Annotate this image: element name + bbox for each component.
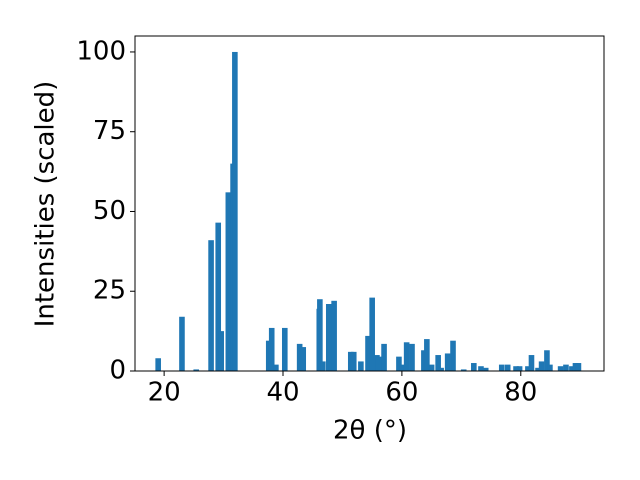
x-tick-label: 80 — [504, 378, 537, 408]
bar — [375, 356, 382, 371]
bar — [347, 351, 354, 371]
bar — [504, 364, 511, 371]
bar — [369, 297, 375, 371]
bar — [381, 343, 387, 371]
bar — [513, 366, 519, 371]
x-tick-label: 60 — [385, 378, 418, 408]
bar — [535, 367, 541, 371]
bar — [528, 355, 535, 371]
bar — [358, 361, 364, 371]
bar — [438, 367, 444, 371]
bar — [232, 51, 238, 371]
bar — [193, 369, 200, 371]
bar — [208, 240, 214, 371]
bar — [331, 300, 337, 371]
bar — [572, 363, 579, 371]
plot-frame — [134, 35, 605, 372]
bar — [325, 304, 332, 371]
bar — [350, 351, 357, 371]
y-tick-label: 75 — [93, 116, 126, 146]
bar — [179, 316, 185, 371]
bar — [273, 364, 279, 371]
bar — [538, 361, 545, 371]
bar — [516, 366, 523, 371]
bar — [428, 364, 435, 371]
bar — [478, 366, 484, 371]
bar — [547, 364, 553, 371]
bar — [265, 340, 272, 371]
x-tick-label: 40 — [266, 378, 299, 408]
bar — [435, 355, 441, 371]
bar — [409, 343, 415, 371]
bar — [396, 356, 402, 371]
bar — [225, 192, 232, 371]
bar — [421, 350, 427, 371]
y-tick-label: 25 — [93, 276, 126, 306]
bar — [450, 340, 456, 371]
bar — [460, 369, 467, 371]
bar — [218, 331, 224, 371]
bar — [424, 339, 430, 371]
bar — [399, 364, 405, 371]
x-axis-label: 2θ (°) — [333, 416, 407, 446]
bar — [498, 364, 505, 371]
bar — [525, 366, 531, 371]
bar — [557, 366, 564, 371]
bar — [281, 327, 288, 371]
bar — [563, 364, 569, 371]
bar — [365, 335, 371, 371]
bar — [575, 363, 582, 371]
bar — [155, 358, 161, 371]
bar — [544, 350, 550, 371]
bar — [569, 366, 575, 371]
bar — [268, 327, 275, 371]
bar — [317, 299, 323, 371]
bar — [320, 361, 326, 371]
y-tick-label: 0 — [109, 356, 126, 386]
y-tick-label: 100 — [76, 36, 126, 66]
y-tick-label: 50 — [93, 196, 126, 226]
bar — [215, 222, 222, 371]
bar — [403, 342, 410, 371]
bar — [444, 353, 451, 371]
bar — [300, 347, 307, 371]
y-axis-label: Intensities (scaled) — [31, 81, 61, 328]
x-tick-label: 20 — [148, 378, 181, 408]
bar — [296, 343, 303, 371]
bar — [482, 367, 489, 371]
bar — [471, 363, 477, 371]
